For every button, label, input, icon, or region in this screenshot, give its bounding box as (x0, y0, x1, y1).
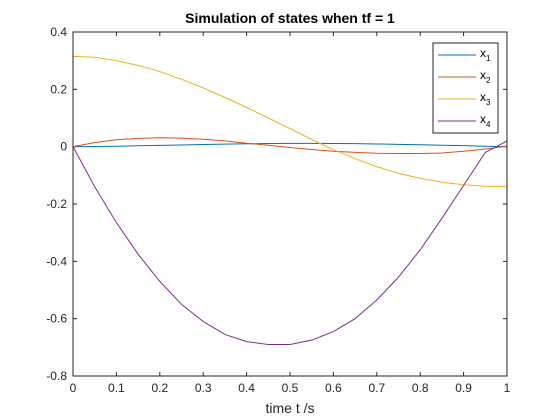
chart-title: Simulation of states when tf = 1 (185, 10, 395, 26)
x-tick-label: 0.3 (195, 381, 212, 395)
x-tick-label: 0.2 (151, 381, 168, 395)
legend: x1 x2 x3 x4 (432, 42, 499, 134)
y-tick-label: 0.2 (50, 82, 67, 96)
legend-label-x3: x3 (480, 90, 491, 107)
y-tick-label: 0.4 (50, 25, 67, 39)
x-tick-label: 0.4 (238, 381, 255, 395)
y-tick-label: 0 (60, 140, 67, 154)
series-line-x2 (72, 137, 508, 155)
x-tick-label: 0.9 (455, 381, 472, 395)
y-tick-label: -0.2 (46, 197, 67, 211)
series-line-x4 (72, 140, 508, 345)
x-tick-label: 0.8 (412, 381, 429, 395)
x-tick-label: 0.7 (368, 381, 385, 395)
x-tick-label: 0 (70, 381, 77, 395)
series-line-x3 (72, 55, 508, 188)
legend-box (432, 42, 499, 134)
legend-label-x2: x2 (480, 68, 491, 85)
x-tick-label: 0.1 (108, 381, 125, 395)
series-line-x1 (72, 142, 508, 148)
x-tick-label: 0.6 (325, 381, 342, 395)
x-tick-label: 1 (504, 381, 511, 395)
y-tick-label: -0.4 (46, 254, 67, 268)
y-tick-label: -0.8 (46, 369, 67, 383)
series-lines (72, 55, 508, 345)
x-tick-label: 0.5 (282, 381, 299, 395)
legend-label-x1: x1 (480, 46, 491, 63)
y-tick-label: -0.6 (46, 312, 67, 326)
legend-label-x4: x4 (480, 112, 491, 129)
tick-group: 0 0.1 0.2 0.3 0.4 0.5 0.6 0.7 0.8 0.9 1 0.4 0.2 0 -0.2… (46, 25, 510, 395)
axes-box (72, 31, 508, 377)
x-axis-title: time t /s (265, 400, 314, 416)
